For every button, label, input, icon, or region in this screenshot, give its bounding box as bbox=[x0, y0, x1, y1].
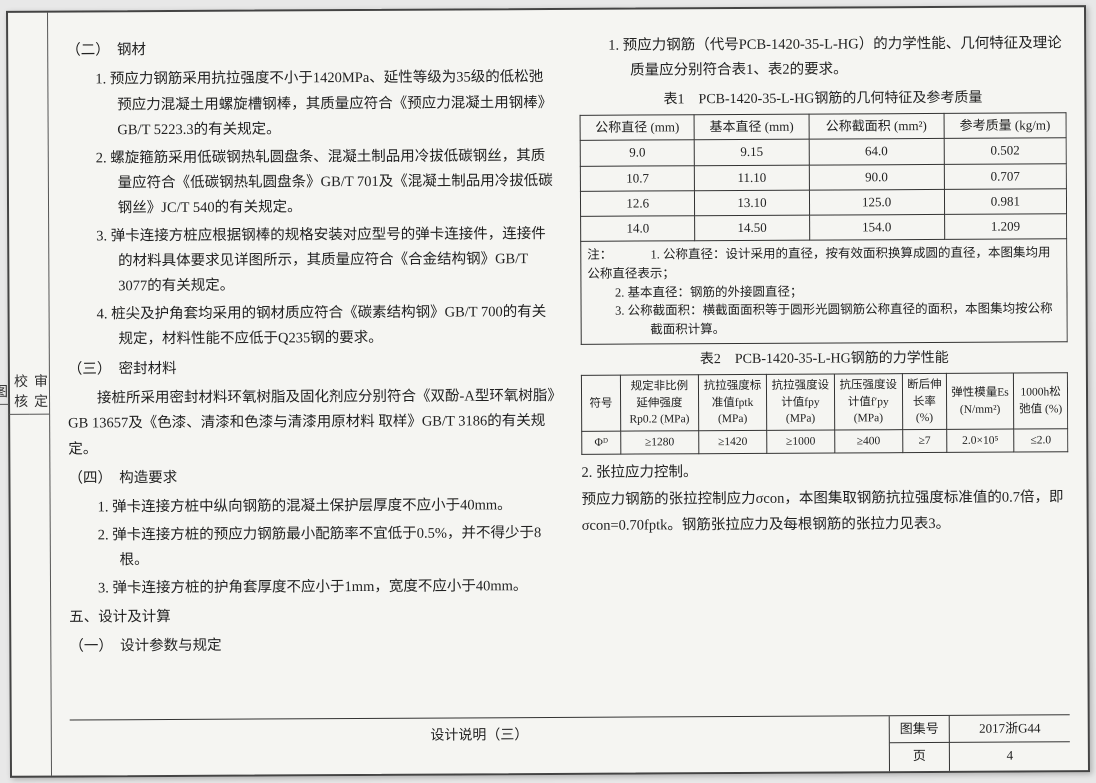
side-cell: 校核 bbox=[9, 374, 29, 415]
table-cell: Φᴰ bbox=[582, 431, 621, 454]
list-item: 4. 桩尖及护角套均采用的钢材质应符合《碳素结构钢》GB/T 700的有关规定，… bbox=[97, 300, 555, 353]
note-item: 1. 公称直径：设计采用的直径，按有效面积换算成圆的直径，本图集均用公称直径表示… bbox=[587, 246, 1050, 281]
page-value: 4 bbox=[950, 743, 1070, 771]
table-cell: 1.209 bbox=[944, 214, 1066, 240]
section-heading: （一） 设计参数与规定 bbox=[69, 632, 556, 660]
table-cell: 14.50 bbox=[695, 215, 809, 241]
table-header: 抗拉强度标准值fptk (MPa) bbox=[698, 375, 767, 431]
table-cell: 125.0 bbox=[809, 189, 944, 215]
binding-sidebar: 审定 校核 图 审核 设计 bbox=[8, 13, 52, 776]
table-header: 断后伸长率 (%) bbox=[902, 374, 946, 430]
section-heading: （二） 钢材 bbox=[66, 36, 553, 64]
table-row: 12.6 13.10 125.0 0.981 bbox=[580, 189, 1066, 217]
note-item: 3. 公称截面积：横截面面积等于圆形光圆钢筋公称直径的面积，本图集均按公称截面积… bbox=[615, 300, 1061, 340]
right-column: 1. 预应力钢筋（代号PCB-1420-35-L-HG）的力学性能、几何特征及理… bbox=[579, 29, 1070, 710]
table-cell: 154.0 bbox=[809, 214, 944, 240]
page-label: 页 bbox=[890, 743, 950, 771]
list-item: 1. 弹卡连接方桩中纵向钢筋的混凝土保护层厚度不应小于40mm。 bbox=[98, 493, 556, 521]
title-block: 设计说明（三） 图集号 2017浙G44 页 4 bbox=[70, 714, 1070, 776]
table-2: 符号 规定非比例延伸强度Rp0.2 (MPa) 抗拉强度标准值fptk (MPa… bbox=[581, 373, 1068, 455]
table-row: 9.0 9.15 64.0 0.502 bbox=[580, 138, 1066, 166]
side-cell: 图 bbox=[0, 384, 9, 405]
list-item: 3. 弹卡连接方桩应根据钢棒的规格安装对应型号的弹卡连接件，连接件的材料具体要求… bbox=[96, 222, 554, 301]
section-heading: （四） 构造要求 bbox=[68, 464, 555, 492]
table-header: 符号 bbox=[581, 376, 620, 431]
side-cell: 审定 bbox=[29, 374, 49, 415]
table-row: 10.7 11.10 90.0 0.707 bbox=[580, 163, 1066, 191]
table-cell: 9.15 bbox=[694, 140, 808, 166]
table-cell: 0.707 bbox=[944, 163, 1066, 189]
table-cell: ≤2.0 bbox=[1014, 428, 1068, 451]
series-value: 2017浙G44 bbox=[950, 715, 1070, 743]
table-cell: 11.10 bbox=[695, 165, 809, 191]
table-cell: 12.6 bbox=[580, 191, 694, 217]
list-item: 1. 预应力钢筋（代号PCB-1420-35-L-HG）的力学性能、几何特征及理… bbox=[608, 31, 1066, 84]
table-header-row: 公称直径 (mm) 基本直径 (mm) 公称截面积 (mm²) 参考质量 (kg… bbox=[580, 113, 1066, 141]
list-item: 1. 预应力钢筋采用抗拉强度不小于1420MPa、延性等级为35级的低松弛预应力… bbox=[95, 65, 553, 144]
table-cell: ≥400 bbox=[834, 429, 902, 452]
table-header: 基本直径 (mm) bbox=[694, 114, 808, 140]
table-row: 14.0 14.50 154.0 1.209 bbox=[581, 214, 1067, 242]
table-caption: 表1 PCB-1420-35-L-HG钢筋的几何特征及参考质量 bbox=[579, 86, 1066, 113]
table-header: 1000h松弛值 (%) bbox=[1014, 373, 1068, 429]
list-item: 3. 弹卡连接方桩的护角套厚度不应小于1mm，宽度不应小于40mm。 bbox=[98, 573, 556, 601]
table-cell: 90.0 bbox=[809, 164, 944, 190]
note-item: 2. 基本直径：钢筋的外接圆直径； bbox=[615, 281, 1061, 302]
sheet-info-grid: 图集号 2017浙G44 页 4 bbox=[890, 715, 1070, 771]
paragraph: 预应力钢筋的张拉控制应力σcon，本图集取钢筋抗拉强度标准值的0.7倍，即σco… bbox=[582, 485, 1069, 538]
table-cell: 0.502 bbox=[944, 138, 1066, 164]
section-heading: 五、设计及计算 bbox=[69, 603, 556, 631]
table-1: 公称直径 (mm) 基本直径 (mm) 公称截面积 (mm²) 参考质量 (kg… bbox=[580, 113, 1068, 242]
left-column: （二） 钢材 1. 预应力钢筋采用抗拉强度不小于1420MPa、延性等级为35级… bbox=[66, 32, 557, 713]
table-cell: ≥1000 bbox=[767, 430, 835, 453]
table-cell: ≥1280 bbox=[621, 430, 699, 454]
table-header: 公称直径 (mm) bbox=[580, 115, 694, 141]
content-area: （二） 钢材 1. 预应力钢筋采用抗拉强度不小于1420MPa、延性等级为35级… bbox=[48, 7, 1088, 775]
paragraph: 接桩所采用密封材料环氧树脂及固化剂应分别符合《双酚-A型环氧树脂》GB 1365… bbox=[68, 384, 555, 463]
series-label: 图集号 bbox=[890, 715, 950, 743]
section-heading: （三） 密封材料 bbox=[68, 354, 555, 382]
notes-label: 注： bbox=[587, 248, 612, 262]
table-header: 参考质量 (kg/m) bbox=[944, 113, 1066, 139]
table-header: 公称截面积 (mm²) bbox=[809, 114, 944, 140]
table-header: 弹性模量Es (N/mm²) bbox=[946, 373, 1014, 429]
table-notes: 注： 1. 公称直径：设计采用的直径，按有效面积换算成圆的直径，本图集均用公称直… bbox=[580, 239, 1068, 344]
table-header: 规定非比例延伸强度Rp0.2 (MPa) bbox=[620, 375, 698, 431]
table-cell: 0.981 bbox=[944, 189, 1066, 215]
table-caption: 表2 PCB-1420-35-L-HG钢筋的力学性能 bbox=[581, 346, 1068, 373]
table-cell: 2.0×10⁵ bbox=[947, 429, 1014, 452]
table-cell: ≥1420 bbox=[698, 430, 767, 453]
table-cell: 14.0 bbox=[581, 216, 695, 242]
list-item: 2. 螺旋箍筋采用低碳钢热轧圆盘条、混凝土制品用冷拔低碳钢丝，其质量应符合《低碳… bbox=[96, 143, 554, 222]
table-cell: 9.0 bbox=[580, 140, 694, 166]
table-cell: ≥7 bbox=[903, 429, 947, 452]
table-cell: 64.0 bbox=[809, 139, 944, 165]
list-item: 2. 弹卡连接方桩的预应力钢筋最小配筋率不宜低于0.5%，并不得少于8根。 bbox=[98, 521, 556, 574]
table-cell: 10.7 bbox=[580, 165, 694, 191]
document-page: 审定 校核 图 审核 设计 （二） 钢材 1. 预应力钢筋采用抗拉强度不小于14… bbox=[6, 5, 1090, 778]
table-row: Φᴰ ≥1280 ≥1420 ≥1000 ≥400 ≥7 2.0×10⁵ ≤2.… bbox=[582, 428, 1068, 454]
table-header-row: 符号 规定非比例延伸强度Rp0.2 (MPa) 抗拉强度标准值fptk (MPa… bbox=[581, 373, 1067, 431]
table-header: 抗拉强度设计值fpy (MPa) bbox=[767, 374, 835, 430]
table-header: 抗压强度设计值f′py (MPa) bbox=[834, 374, 902, 430]
table-cell: 13.10 bbox=[695, 190, 809, 216]
list-item: 2. 张拉应力控制。 bbox=[581, 458, 1068, 486]
sheet-title: 设计说明（三） bbox=[70, 716, 890, 776]
